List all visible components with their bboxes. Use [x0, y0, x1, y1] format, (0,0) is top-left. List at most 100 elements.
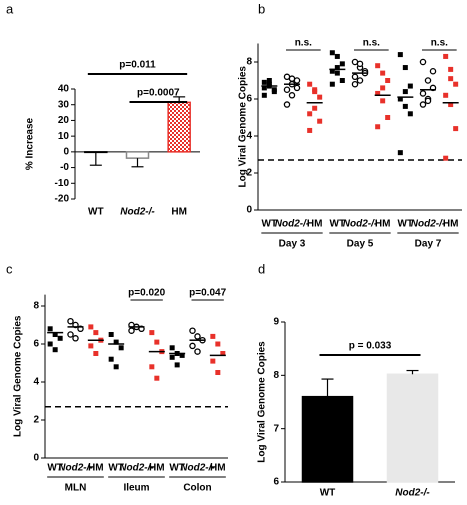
x-tick-label: Nod2-/- — [395, 488, 430, 499]
point — [52, 347, 58, 353]
group-label: Colon — [183, 483, 211, 494]
point — [169, 345, 175, 351]
point — [453, 126, 459, 132]
point — [380, 70, 386, 76]
point — [93, 330, 99, 336]
y-axis-label: % Increase — [25, 117, 36, 170]
y-tick-label: 2 — [246, 168, 252, 179]
annotation: p=0.011 — [119, 60, 156, 71]
bar — [125, 151, 150, 159]
panel-label: d — [258, 261, 265, 276]
x-tick-label: HM — [149, 463, 165, 474]
x-tick-label: Nod2-/- — [180, 463, 215, 474]
point — [375, 124, 381, 130]
x-tick-label: Nod2-/- — [119, 463, 154, 474]
point — [443, 155, 449, 161]
x-tick-label: WT — [262, 219, 278, 230]
point — [397, 96, 403, 102]
x-tick-label: HM — [307, 219, 323, 230]
point — [385, 115, 391, 120]
point — [47, 326, 53, 332]
point — [385, 78, 391, 83]
annotation: p=0.047 — [189, 288, 226, 299]
annotation: n.s. — [431, 38, 448, 49]
point — [375, 63, 381, 69]
point — [419, 90, 427, 97]
point — [194, 348, 201, 355]
x-tick-label: WT — [169, 463, 185, 474]
point — [453, 81, 459, 87]
x-tick-label: HM — [210, 463, 226, 474]
point — [88, 324, 94, 330]
x-tick-label: HM — [375, 219, 391, 230]
point — [424, 97, 432, 105]
panel-label: c — [6, 261, 13, 276]
point — [307, 127, 313, 133]
point — [334, 53, 340, 59]
y-tick-label: 0 — [33, 453, 39, 464]
group-label: Day 3 — [279, 239, 306, 250]
point — [169, 354, 175, 360]
point — [215, 341, 221, 347]
point — [52, 332, 58, 337]
point — [67, 331, 74, 338]
y-tick-label: 6 — [33, 339, 39, 350]
group-label: MLN — [65, 483, 87, 494]
point — [424, 77, 432, 84]
x-tick-label: WT — [330, 219, 346, 230]
bar — [301, 395, 354, 483]
point — [189, 342, 196, 350]
bar — [167, 101, 191, 153]
point — [266, 78, 272, 83]
group-label: Day 5 — [347, 239, 374, 250]
point — [118, 345, 124, 351]
point — [419, 58, 427, 66]
point — [339, 61, 345, 67]
bar — [386, 373, 439, 483]
point — [210, 358, 216, 364]
panel-label: b — [258, 1, 265, 16]
point — [154, 375, 160, 381]
x-tick-label: WT — [108, 463, 124, 474]
y-tick-label: 8 — [33, 301, 39, 312]
point — [443, 53, 449, 59]
point — [220, 351, 226, 356]
y-tick-label: 2 — [33, 415, 39, 426]
point — [380, 85, 386, 91]
x-tick-label: Nod2-/- — [120, 207, 155, 218]
annotation: p=0.020 — [128, 288, 165, 299]
x-tick-label: HM — [443, 219, 459, 230]
point — [407, 111, 413, 117]
annotation: n.s. — [363, 38, 380, 49]
point — [266, 81, 272, 87]
x-tick-label: WT — [88, 207, 104, 218]
point — [356, 77, 364, 84]
point — [402, 103, 408, 109]
annotation: p=0.0007 — [137, 88, 180, 99]
y-tick-label: 8 — [273, 370, 279, 381]
y-tick-label: 4 — [246, 131, 252, 142]
y-tick-label: 6 — [246, 94, 252, 105]
point — [448, 76, 454, 82]
point — [448, 102, 454, 108]
point — [334, 70, 340, 76]
y-tick-label: 40 — [58, 84, 70, 95]
y-tick-label: 30 — [58, 99, 70, 110]
point — [317, 94, 323, 100]
group-label: Ileum — [123, 483, 149, 494]
y-tick-label: -10 — [55, 178, 70, 189]
point — [113, 364, 119, 370]
y-tick-label: 0 — [63, 146, 69, 157]
point — [397, 52, 403, 58]
point — [329, 68, 335, 74]
point — [312, 87, 318, 93]
point — [210, 333, 216, 339]
group-label: Day 7 — [415, 239, 442, 250]
point — [288, 75, 296, 82]
point — [261, 79, 267, 85]
y-tick-label: 6 — [273, 477, 279, 488]
point — [448, 66, 454, 72]
point — [356, 60, 364, 68]
point — [283, 101, 291, 108]
